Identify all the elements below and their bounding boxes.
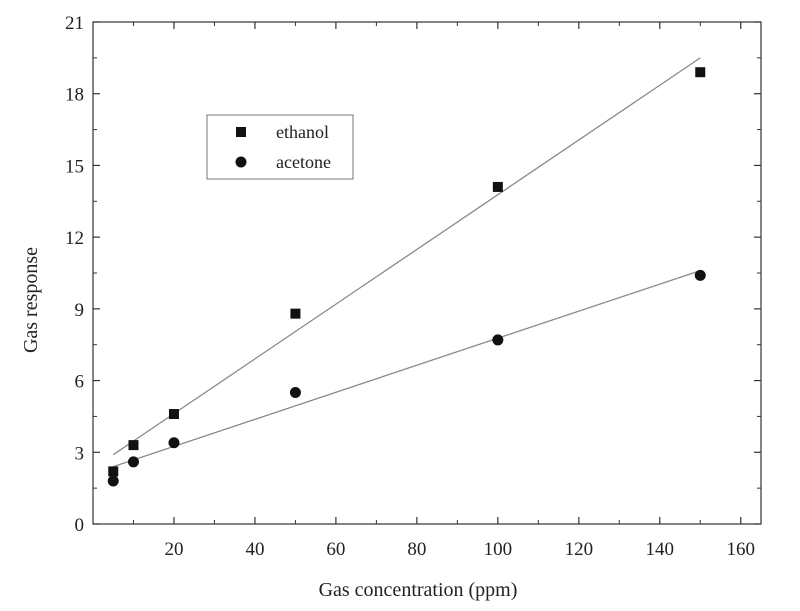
data-point-ethanol [168,409,179,420]
data-point-ethanol [108,466,119,477]
y-tick-label: 9 [75,300,85,321]
legend-box [206,114,354,180]
x-tick-label: 160 [727,539,756,560]
legend-marker-acetone [235,156,247,168]
y-tick-label: 15 [65,156,84,177]
y-tick-label: 21 [65,13,84,34]
fit-line-acetone [113,269,701,468]
legend-marker-ethanol [236,127,246,137]
y-tick-label: 18 [65,85,84,106]
fit-line-ethanol [112,57,701,456]
legend: ethanol acetone [206,114,354,180]
data-point-acetone [107,475,119,487]
x-axis-title: Gas concentration (ppm) [319,579,518,601]
data-point-acetone [127,456,139,468]
x-tick-label: 140 [646,539,675,560]
data-point-ethanol [695,67,706,78]
legend-label-ethanol: ethanol [276,122,329,142]
data-point-ethanol [290,308,301,319]
y-tick-label: 3 [75,443,85,464]
x-tick-label: 100 [484,539,513,560]
data-point-acetone [168,437,180,449]
y-tick-label: 6 [75,372,85,393]
data-point-ethanol [492,181,503,192]
y-tick-label: 0 [75,515,85,536]
data-point-acetone [289,387,301,399]
data-point-acetone [492,334,504,346]
data-point-ethanol [128,440,139,451]
plot-frame [92,21,762,525]
x-tick-label: 40 [245,539,264,560]
x-tick-label: 60 [326,539,345,560]
y-axis-title: Gas response [20,247,42,353]
x-tick-label: 120 [565,539,594,560]
data-point-acetone [694,269,706,281]
y-tick-label: 12 [65,228,84,249]
x-tick-label: 80 [407,539,426,560]
x-tick-label: 20 [164,539,183,560]
legend-label-acetone: acetone [276,152,331,172]
